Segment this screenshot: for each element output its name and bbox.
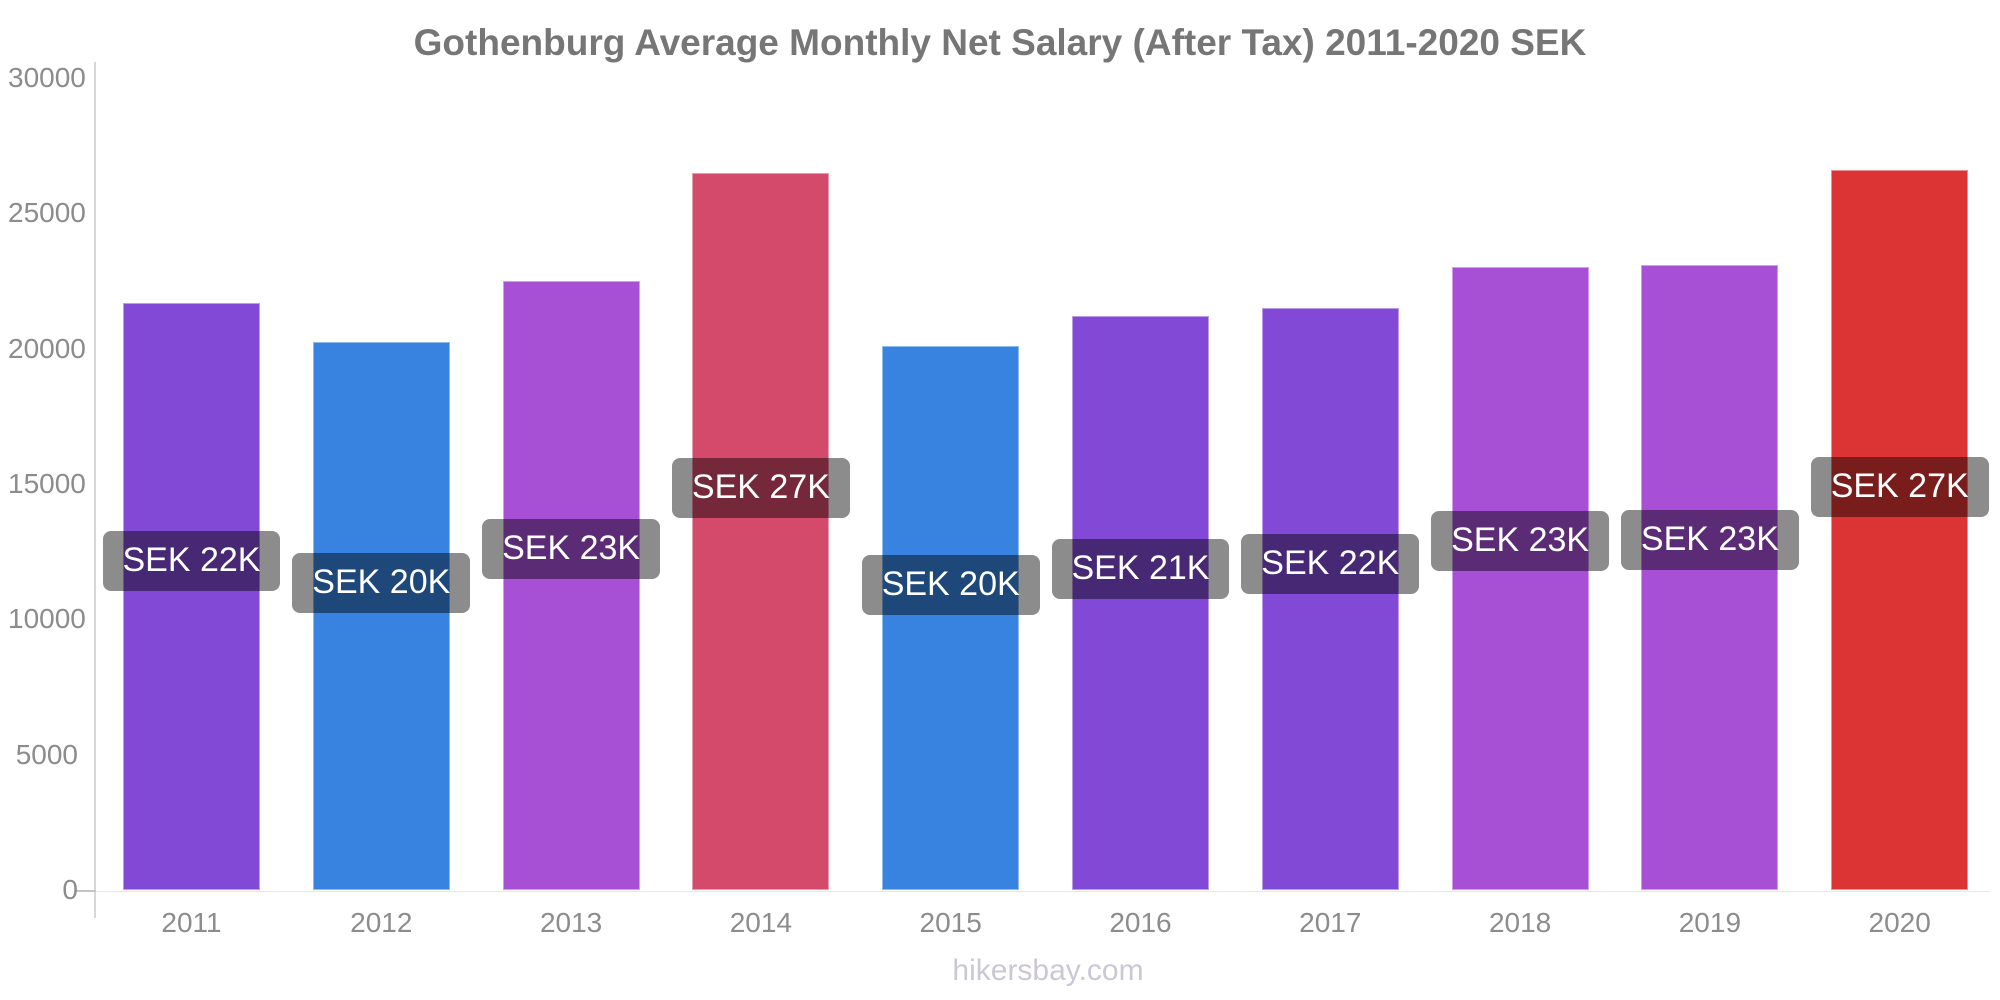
bar-2011[interactable] [123, 302, 260, 890]
x-axis-label-2018: 2018 [1488, 907, 1552, 938]
bar-2013[interactable] [502, 281, 640, 890]
x-axis-label-2017: 2017 [1299, 907, 1362, 938]
bar-2012[interactable] [312, 341, 450, 890]
bar-value-label-2013: SEK 23K [482, 518, 661, 579]
y-axis-tick-label-25000: 25000 [8, 197, 86, 229]
x-axis-label-2013: 2013 [539, 907, 603, 938]
bar-value-label-2011: SEK 22K [102, 531, 281, 592]
bar-2016[interactable] [1072, 316, 1209, 890]
bar-value-label-2012: SEK 20K [292, 553, 471, 614]
y-axis-tick-label-15000: 15000 [8, 468, 86, 499]
x-axis-baseline [96, 891, 1990, 892]
y-axis-tick-label-10000: 10000 [8, 603, 86, 635]
x-axis-label-2012: 2012 [350, 907, 413, 938]
y-axis-tick-label-30000: 30000 [8, 62, 86, 93]
y-axis-line [94, 62, 96, 918]
bar-value-label-2019: SEK 23K [1620, 509, 1799, 570]
bar-value-label-2016: SEK 21K [1051, 538, 1230, 599]
bar-2015[interactable] [882, 345, 1020, 890]
y-axis-tick-label-0: 0 [62, 874, 78, 905]
bar-2020[interactable] [1831, 170, 1969, 890]
y-axis-tick-label-5000: 5000 [15, 738, 78, 770]
watermark: hikersbay.com [952, 954, 1144, 987]
x-axis-label-2016: 2016 [1109, 907, 1172, 938]
bar-value-label-2014: SEK 27K [671, 458, 850, 519]
x-axis-label-2015: 2015 [919, 907, 982, 938]
x-axis-label-2011: 2011 [161, 907, 222, 938]
bar-2018[interactable] [1451, 267, 1589, 890]
x-axis-label-2020: 2020 [1868, 907, 1931, 938]
chart-title: Gothenburg Average Monthly Net Salary (A… [413, 22, 1587, 63]
bar-value-label-2020: SEK 27K [1810, 456, 1989, 517]
x-axis-label-2014: 2014 [729, 907, 793, 938]
x-axis-label-2019: 2019 [1678, 907, 1742, 938]
bar-2019[interactable] [1641, 264, 1779, 890]
bar-2014[interactable] [692, 172, 830, 890]
bar-value-label-2018: SEK 23K [1431, 511, 1610, 572]
y-axis-tick-label-20000: 20000 [8, 332, 86, 364]
y-axis-zero-tick [76, 890, 96, 892]
bar-value-label-2017: SEK 22K [1241, 534, 1420, 595]
bar-2017[interactable] [1261, 308, 1399, 890]
bar-value-label-2015: SEK 20K [861, 555, 1040, 616]
